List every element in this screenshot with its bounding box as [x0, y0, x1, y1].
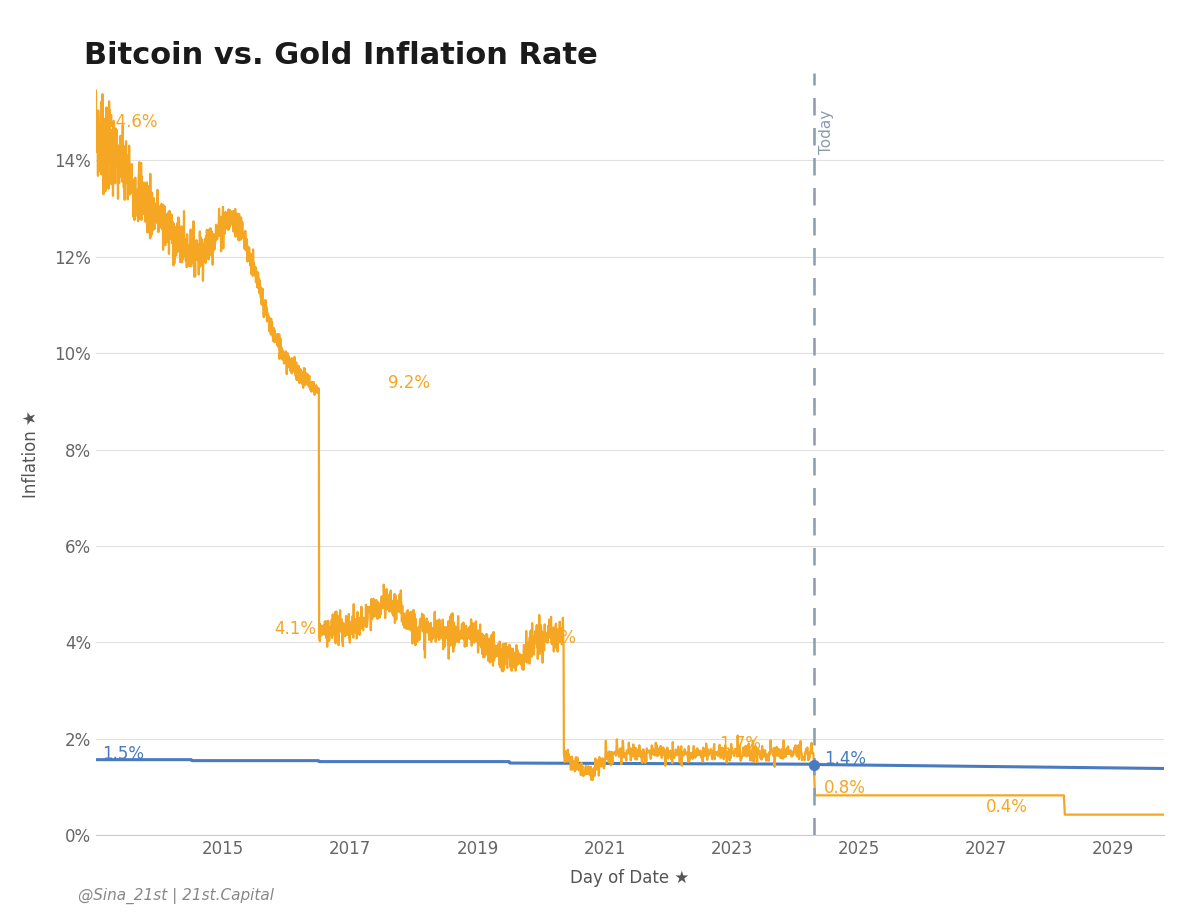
Text: 1.7%: 1.7% — [719, 735, 761, 754]
Text: 0.4%: 0.4% — [986, 798, 1028, 816]
Text: Today: Today — [820, 109, 834, 154]
Text: 4.1%: 4.1% — [274, 620, 316, 638]
X-axis label: Day of Date ★: Day of Date ★ — [570, 869, 690, 888]
Text: 0.8%: 0.8% — [824, 778, 865, 797]
Text: 9.2%: 9.2% — [389, 374, 431, 392]
Y-axis label: Inflation ★: Inflation ★ — [23, 410, 41, 498]
Text: 3.9%: 3.9% — [535, 630, 577, 647]
Text: 1.5%: 1.5% — [102, 745, 144, 763]
Text: 1.4%: 1.4% — [824, 750, 866, 767]
Text: Bitcoin vs. Gold Inflation Rate: Bitcoin vs. Gold Inflation Rate — [84, 41, 598, 71]
Text: 14.6%: 14.6% — [106, 113, 158, 131]
Text: @Sina_21st | 21st.Capital: @Sina_21st | 21st.Capital — [78, 888, 274, 904]
